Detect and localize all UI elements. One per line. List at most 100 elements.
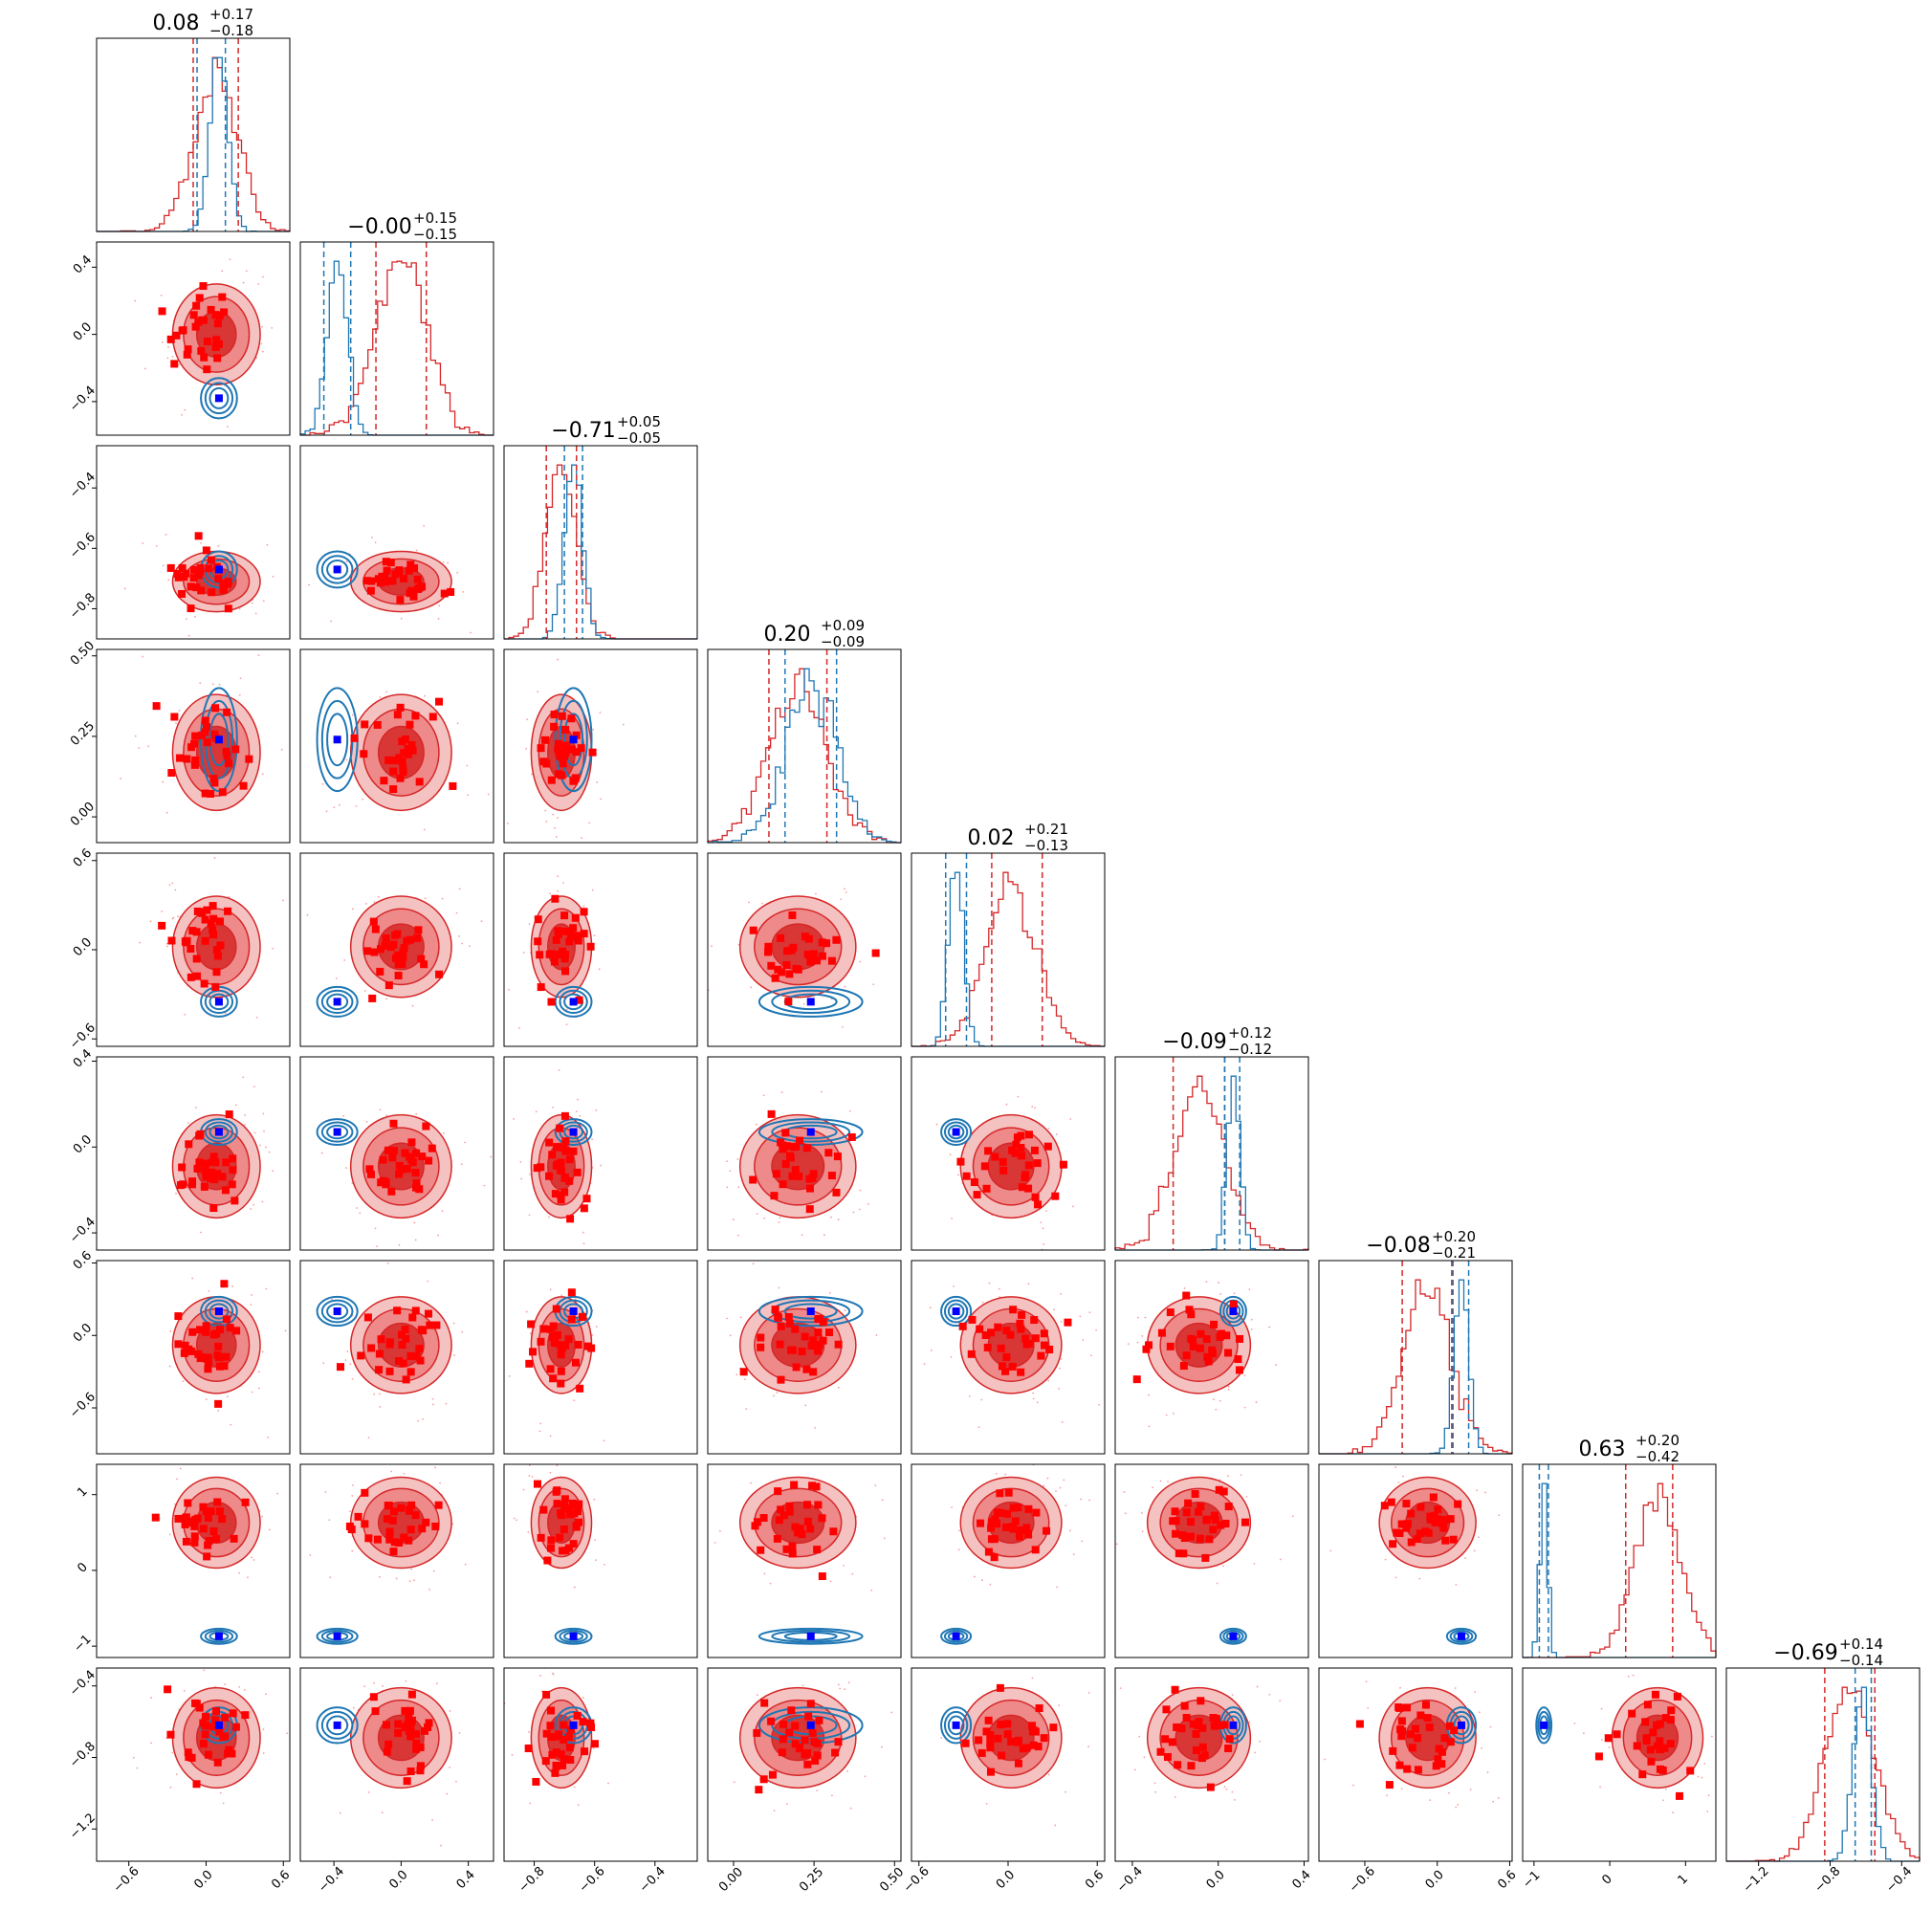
marker-red [239, 781, 248, 790]
marker-red [1667, 1706, 1676, 1715]
marker-red [449, 781, 457, 790]
marker-blue [569, 735, 578, 744]
marker-red [983, 1343, 992, 1351]
marker-red [962, 1172, 971, 1180]
sample-red [186, 618, 187, 621]
marker-red [212, 968, 221, 977]
marker-red [753, 1728, 761, 1737]
marker-red [794, 1528, 802, 1537]
marker-red [791, 1523, 800, 1531]
marker-red [1210, 1722, 1218, 1730]
sample-red [466, 764, 469, 767]
marker-red [785, 1728, 794, 1737]
sample-red [980, 1579, 983, 1582]
marker-red [1187, 1762, 1196, 1770]
sample-red [251, 602, 253, 604]
marker-red [375, 1366, 384, 1374]
marker-red [554, 745, 562, 754]
marker-red [178, 564, 187, 573]
sample-red [870, 1589, 873, 1592]
marker-red [1043, 1142, 1052, 1151]
sample-red [703, 1533, 705, 1535]
sample-red [733, 1781, 735, 1784]
sample-red [1031, 1677, 1034, 1680]
sample-red [591, 1334, 594, 1336]
sample-red [441, 897, 444, 900]
param-title-plus-4: +0.21 [1024, 821, 1068, 838]
marker-red [192, 928, 201, 936]
sample-red [224, 1683, 227, 1685]
sample-red [988, 1282, 991, 1284]
marker-red [412, 1351, 421, 1360]
sample-red [243, 1688, 246, 1691]
sample-red [1254, 1751, 1257, 1754]
sample-red [1599, 1786, 1601, 1789]
sample-red [573, 1586, 576, 1589]
sample-red [536, 1461, 538, 1463]
marker-red [818, 1514, 826, 1523]
marker-blue [214, 735, 223, 744]
sample-red [1481, 1746, 1482, 1749]
marker-red [170, 713, 179, 721]
marker-red [1166, 1308, 1175, 1317]
marker-blue [333, 1307, 341, 1316]
marker-red [190, 1538, 199, 1547]
sample-red [205, 1398, 208, 1401]
marker-red [542, 759, 551, 768]
marker-red [361, 1520, 369, 1528]
sample-red [1707, 1794, 1710, 1797]
sample-red [442, 1131, 445, 1134]
marker-red [541, 735, 550, 744]
marker-red [203, 337, 211, 345]
sample-red [300, 1542, 302, 1544]
marker-red [1202, 1516, 1211, 1525]
sample-red [977, 1426, 980, 1428]
marker-red [779, 1735, 787, 1744]
param-title-5: −0.09 [1162, 1030, 1226, 1054]
marker-red [195, 1703, 204, 1712]
sample-red [1243, 1406, 1246, 1409]
marker-red [1446, 1738, 1455, 1746]
marker-red [1197, 1697, 1205, 1705]
sample-red [820, 1090, 823, 1093]
marker-red [1189, 1720, 1197, 1728]
marker-red [411, 1511, 420, 1520]
sample-red [729, 1170, 732, 1173]
marker-red [803, 950, 812, 958]
marker-red [224, 907, 232, 915]
marker-red [537, 1337, 545, 1346]
marker-red [215, 1353, 224, 1362]
panel-3-0: 0.000.250.50 [68, 639, 291, 844]
sample-red [881, 1499, 884, 1502]
x-tick-label-7-2: 1 [1676, 1872, 1691, 1887]
sample-red [1225, 1788, 1228, 1790]
marker-red [1002, 1523, 1011, 1531]
panel-5-4 [911, 1056, 1106, 1251]
sample-red [254, 612, 257, 615]
sample-red [1069, 1529, 1071, 1532]
marker-red [785, 970, 794, 978]
sample-red [593, 1498, 596, 1501]
marker-blue [1540, 1721, 1548, 1729]
param-title-plus-3: +0.09 [821, 617, 865, 634]
sample-red [266, 543, 269, 546]
marker-red [435, 697, 444, 706]
marker-red [532, 1777, 540, 1786]
marker-red [1416, 1529, 1424, 1538]
marker-red [203, 738, 211, 747]
marker-red [417, 955, 426, 963]
sample-red [526, 718, 529, 721]
sample-red [968, 1394, 971, 1397]
marker-red [184, 1748, 192, 1757]
sample-red [595, 1109, 598, 1111]
sample-red [161, 910, 164, 912]
marker-red [376, 967, 384, 976]
marker-red [552, 1762, 560, 1770]
contour-blue-0 [1218, 1295, 1247, 1328]
param-title-2: −0.71 [551, 419, 615, 443]
marker-red [801, 1332, 809, 1341]
marker-red [415, 1345, 424, 1353]
marker-red [215, 1507, 224, 1516]
sample-red [755, 1123, 757, 1126]
sample-red [520, 1177, 522, 1180]
